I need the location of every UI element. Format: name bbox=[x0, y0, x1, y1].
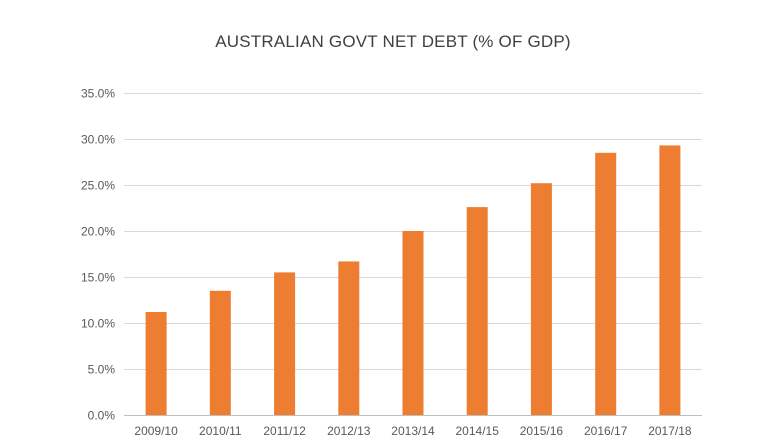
x-tick-labels: 2009/10 2010/11 2011/12 2012/13 2013/14 2014/… bbox=[134, 424, 692, 438]
bar-2011-12 bbox=[274, 272, 296, 415]
bar-2009-10 bbox=[145, 312, 167, 415]
bar-2015-16 bbox=[530, 183, 552, 415]
x-tick-label: 2013/14 bbox=[391, 424, 435, 438]
y-tick-label: 35.0% bbox=[81, 87, 115, 101]
x-tick-label: 2017/18 bbox=[648, 424, 692, 438]
y-tick-labels: 0.0% 5.0% 10.0% 15.0% 20.0% 25.0% 30.0% 35.0% bbox=[81, 87, 115, 423]
bar-2010-11 bbox=[209, 290, 231, 415]
x-tick-label: 2010/11 bbox=[199, 424, 242, 438]
bar-2017-18 bbox=[659, 145, 681, 415]
x-tick-label: 2016/17 bbox=[584, 424, 628, 438]
bar-2016-17 bbox=[595, 152, 617, 416]
x-tick-label: 2015/16 bbox=[520, 424, 564, 438]
y-tick-label: 30.0% bbox=[81, 133, 115, 147]
y-tick-label: 5.0% bbox=[88, 363, 116, 377]
bar-2012-13 bbox=[338, 261, 360, 415]
bar-2013-14 bbox=[402, 231, 424, 415]
x-tick-label: 2009/10 bbox=[134, 424, 178, 438]
y-tick-label: 20.0% bbox=[81, 225, 115, 239]
x-tick-label: 2011/12 bbox=[263, 424, 306, 438]
bars bbox=[145, 145, 681, 416]
y-tick-label: 10.0% bbox=[81, 317, 115, 331]
bar-2014-15 bbox=[466, 207, 488, 415]
x-tick-label: 2014/15 bbox=[456, 424, 500, 438]
y-tick-label: 15.0% bbox=[81, 271, 115, 285]
x-tick-label: 2012/13 bbox=[327, 424, 371, 438]
y-tick-label: 0.0% bbox=[88, 409, 116, 423]
chart-title: AUSTRALIAN GOVT NET DEBT (% OF GDP) bbox=[215, 32, 571, 51]
y-tick-label: 25.0% bbox=[81, 179, 115, 193]
